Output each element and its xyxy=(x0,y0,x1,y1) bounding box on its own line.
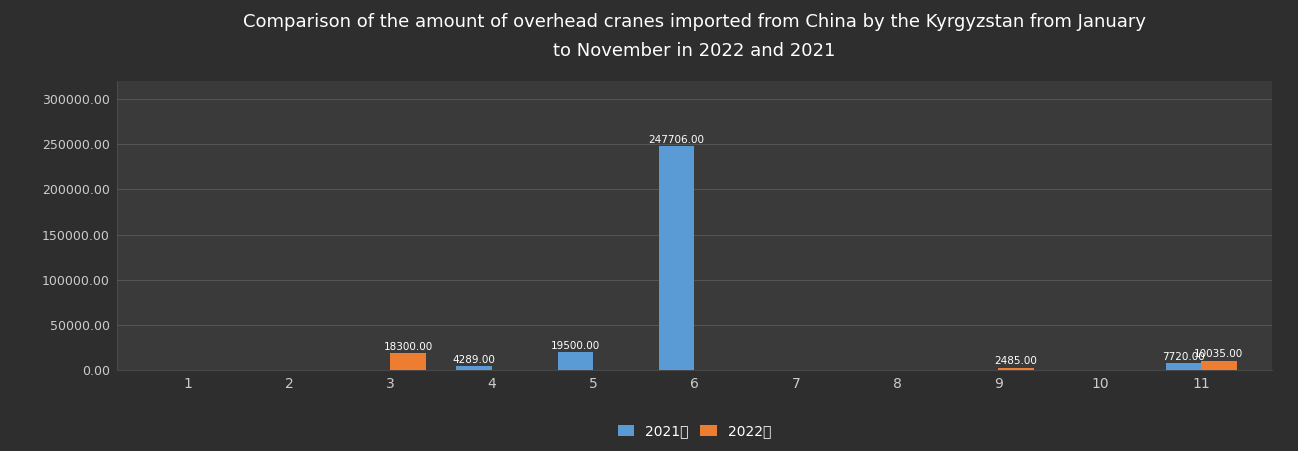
Bar xyxy=(998,368,1035,370)
Bar xyxy=(659,147,694,370)
Text: 18300.00: 18300.00 xyxy=(383,342,432,352)
Legend: 2021年, 2022年: 2021年, 2022年 xyxy=(613,419,776,444)
Bar xyxy=(558,352,593,370)
Title: Comparison of the amount of overhead cranes imported from China by the Kyrgyzsta: Comparison of the amount of overhead cra… xyxy=(243,13,1146,60)
Bar xyxy=(391,353,426,370)
Text: 19500.00: 19500.00 xyxy=(550,341,600,351)
Text: 2485.00: 2485.00 xyxy=(994,356,1037,366)
Bar xyxy=(1201,361,1237,370)
Text: 247706.00: 247706.00 xyxy=(649,135,705,145)
Text: 4289.00: 4289.00 xyxy=(453,354,496,364)
Text: 10035.00: 10035.00 xyxy=(1194,350,1243,359)
Bar xyxy=(457,366,492,370)
Bar xyxy=(1166,363,1201,370)
Text: 7720.00: 7720.00 xyxy=(1162,351,1205,362)
